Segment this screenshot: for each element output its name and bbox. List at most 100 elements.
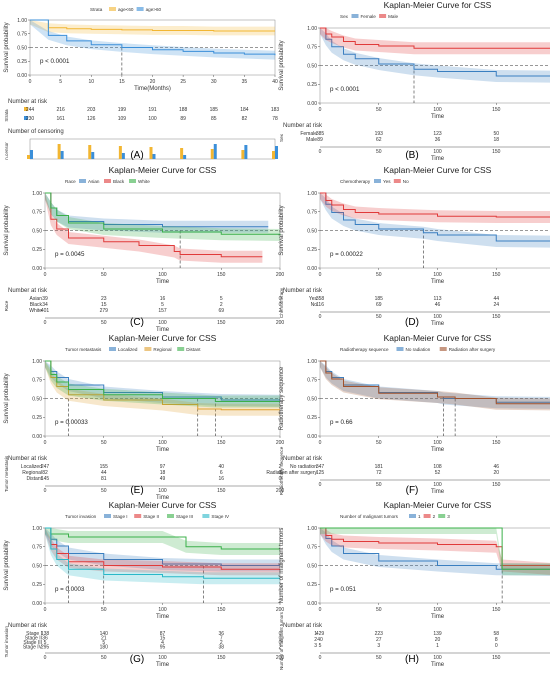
legend-swatch (409, 514, 416, 518)
risk-cell: 44 (101, 470, 107, 476)
risk-cell: 7 (220, 636, 223, 642)
legend-title: Race (65, 179, 76, 184)
km-curve (45, 527, 280, 579)
censor-bar (30, 150, 33, 159)
y-tick-label: 0.50 (307, 396, 317, 402)
legend-label: 2 (433, 514, 436, 519)
y-axis-label: Survival probability (279, 40, 285, 90)
y-tick-label: 0.00 (307, 601, 317, 607)
y-tick-label: 0.25 (307, 582, 317, 588)
legend-swatch (177, 347, 185, 351)
y-tick-label: 0.75 (32, 210, 42, 216)
risk-cell: 429 (316, 631, 325, 637)
censor-bar (241, 150, 245, 159)
risk-row-label: No radiation (290, 464, 317, 470)
risk-row-label: Male (306, 137, 317, 143)
legend-title: Strata (90, 7, 103, 12)
x-axis-label: Time (156, 614, 170, 620)
legend-label: Male (388, 14, 398, 19)
risk-cell: 36 (218, 631, 224, 637)
x-tick-label: 35 (242, 79, 248, 85)
risk-x-tick: 50 (376, 482, 382, 488)
risk-x-label: Time (431, 489, 445, 495)
risk-cell: 95 (160, 645, 166, 651)
risk-cell: 191 (148, 107, 157, 113)
confidence-band (30, 20, 275, 36)
x-tick-label: 100 (158, 272, 167, 278)
censor-bar (27, 155, 30, 159)
legend-label: Distant (186, 347, 201, 352)
legend-label: Regional (153, 347, 171, 352)
y-axis-label: Survival probability (4, 373, 10, 423)
p-value: p = 0.00033 (55, 419, 88, 426)
risk-cell: 44 (493, 296, 499, 302)
panel-caption: (C) (130, 317, 144, 328)
km-curve (320, 527, 550, 570)
legend-swatch (167, 514, 174, 518)
risk-y-label: Race (4, 300, 9, 311)
risk-cell: 123 (433, 131, 442, 137)
risk-cell: 18 (160, 470, 166, 476)
risk-cell: 82 (42, 470, 48, 476)
risk-cell: 244 (26, 107, 35, 113)
p-value: p = 0.051 (330, 586, 357, 593)
legend-label: age<60 (118, 7, 134, 12)
risk-x-tick: 150 (217, 655, 226, 661)
km-curve (320, 192, 550, 218)
km-curve (45, 360, 280, 402)
x-tick-label: 50 (376, 107, 382, 113)
risk-row-label: Distant (26, 476, 42, 482)
risk-cell: 181 (375, 464, 384, 470)
risk-cell: 347 (316, 464, 325, 470)
risk-cell: 87 (160, 631, 166, 637)
legend-swatch (136, 7, 144, 11)
legend-swatch (129, 179, 136, 183)
risk-x-tick: 150 (217, 320, 226, 326)
y-tick-label: 0.75 (32, 378, 42, 384)
confidence-band (45, 193, 263, 263)
risk-cell: 109 (118, 116, 127, 122)
risk-cell: 21 (101, 636, 107, 642)
legend-label: Asian (88, 179, 100, 184)
risk-x-tick: 100 (158, 488, 167, 494)
risk-cell: 82 (242, 116, 248, 122)
panel-caption: (B) (405, 150, 418, 161)
risk-x-label: Time (156, 327, 170, 333)
risk-title: Number at risk (8, 623, 48, 629)
x-tick-label: 50 (101, 272, 107, 278)
y-tick-label: 0.75 (17, 32, 27, 38)
risk-cell: 69 (218, 308, 224, 314)
x-tick-label: 30 (211, 79, 217, 85)
censor-bar (149, 147, 153, 159)
y-tick-label: 0.50 (32, 396, 42, 402)
censor-bar (118, 146, 122, 159)
risk-row-label: No (311, 302, 318, 308)
risk-x-tick: 0 (44, 488, 47, 494)
legend-label: Stage I (113, 514, 128, 519)
risk-cell: 15 (160, 636, 166, 642)
censor-bar (121, 153, 125, 159)
panel-D: Kaplan-Meier Curve for CSS Chemotherapy Ye… (279, 165, 550, 327)
y-tick-label: 0.25 (307, 82, 317, 88)
p-value: p = 0.00022 (330, 251, 363, 258)
risk-x-tick: 200 (276, 320, 285, 326)
risk-cell: 40 (317, 637, 323, 643)
panel-F: Kaplan-Meier Curve for CSS Radiotherapy s… (266, 333, 550, 495)
risk-cell: 401 (41, 308, 50, 314)
risk-cell: 183 (271, 107, 280, 113)
panel-H: Kaplan-Meier Curve for CSS Number of mali… (279, 500, 550, 670)
risk-cell: 3 (377, 643, 380, 649)
risk-cell: 52 (435, 470, 441, 476)
censor-bar (57, 144, 61, 159)
panel-caption: (D) (405, 317, 419, 328)
y-tick-label: 0.25 (32, 582, 42, 588)
km-curve (30, 19, 276, 56)
x-tick-label: 50 (376, 607, 382, 613)
censor-bar (88, 145, 92, 159)
x-tick-label: 0 (319, 607, 322, 613)
risk-cell: 89 (180, 116, 186, 122)
risk-cell: 0 (279, 302, 282, 308)
y-tick-label: 1.00 (32, 526, 42, 532)
